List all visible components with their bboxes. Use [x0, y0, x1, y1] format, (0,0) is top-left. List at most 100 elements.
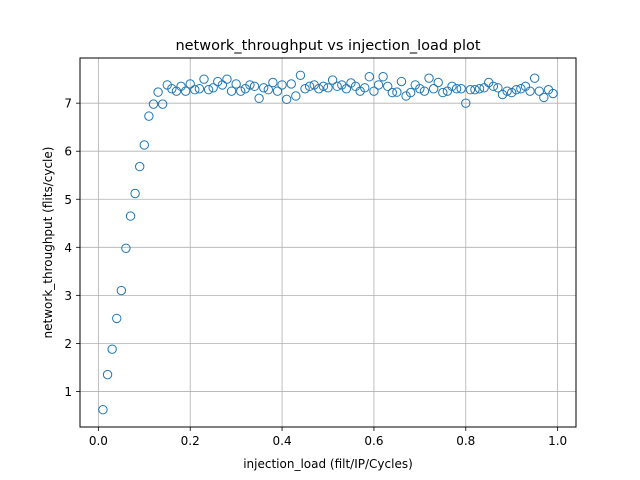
data-point [300, 84, 310, 94]
data-point [451, 84, 462, 94]
data-point [488, 81, 499, 92]
data-point [396, 76, 407, 87]
data-point [529, 73, 540, 83]
data-point [226, 86, 237, 96]
y-tick-label: 3 [64, 289, 72, 303]
data-point [144, 111, 154, 121]
data-point [217, 80, 228, 90]
y-tick-label: 2 [64, 337, 72, 351]
data-point [259, 83, 269, 93]
data-point [479, 83, 489, 93]
data-point [424, 73, 434, 83]
data-point [116, 285, 127, 296]
data-point [102, 369, 113, 380]
data-point [314, 84, 324, 94]
data-point [125, 211, 136, 221]
data-point [327, 75, 338, 85]
data-point [153, 87, 163, 97]
x-tick-label: 0.2 [181, 434, 200, 448]
data-point [135, 161, 145, 172]
data-point [415, 84, 425, 94]
data-point [507, 87, 517, 98]
x-tick-label: 0.8 [456, 434, 475, 448]
y-tick-label: 5 [64, 193, 72, 207]
data-point [428, 84, 439, 94]
data-point [121, 243, 131, 253]
data-point [461, 98, 471, 108]
data-point [511, 85, 521, 95]
y-axis-label: network_throughput (flits/cycle) [41, 147, 55, 339]
x-axis-ticks: 0.0 0.2 0.4 0.6 0.8 1.0 [89, 427, 567, 448]
data-point [332, 81, 342, 92]
data-point [539, 92, 549, 103]
data-point [387, 87, 397, 98]
grid-lines [80, 58, 576, 427]
data-point [383, 81, 393, 92]
data-point [291, 91, 301, 101]
x-tick-label: 0.0 [89, 434, 108, 448]
data-point [157, 99, 168, 109]
data-point [254, 93, 264, 104]
plot-area [80, 58, 576, 427]
data-point [360, 83, 370, 93]
data-point [281, 94, 292, 105]
data-point [295, 70, 306, 80]
data-point [272, 86, 283, 96]
data-point [405, 87, 416, 98]
y-tick-label: 7 [64, 97, 72, 111]
data-point [112, 313, 122, 324]
data-point [130, 188, 140, 199]
data-point [378, 72, 388, 82]
data-point [465, 85, 476, 95]
data-point [474, 84, 485, 94]
data-point [369, 86, 379, 96]
x-tick-label: 0.6 [364, 434, 383, 448]
data-point [516, 84, 526, 94]
x-axis-label: injection_load (filt/IP/Cycles) [243, 457, 413, 471]
data-point [231, 79, 241, 89]
data-point [318, 81, 329, 92]
data-point [373, 80, 384, 90]
data-points [98, 70, 558, 415]
data-point [548, 88, 558, 99]
data-point [208, 83, 218, 93]
data-point [364, 72, 375, 82]
data-point [433, 77, 443, 88]
data-point [534, 86, 544, 96]
chart-title: network_throughput vs injection_load plo… [175, 38, 480, 54]
data-point [268, 77, 278, 88]
data-point [98, 405, 108, 415]
y-tick-label: 1 [64, 385, 72, 399]
data-point [341, 84, 352, 94]
data-point [185, 79, 195, 89]
data-point [167, 84, 177, 94]
data-point [419, 86, 430, 96]
data-point [493, 83, 503, 93]
data-point [277, 80, 287, 90]
data-point [438, 87, 448, 98]
data-point [286, 79, 296, 89]
data-point [180, 86, 191, 96]
data-point [456, 84, 466, 94]
data-point [447, 81, 457, 92]
data-point [304, 81, 315, 92]
y-tick-label: 4 [64, 241, 72, 255]
data-point [139, 140, 149, 150]
data-point [199, 74, 209, 84]
x-tick-label: 0.4 [273, 434, 292, 448]
data-point [148, 99, 159, 109]
data-point [107, 344, 117, 354]
y-tick-label: 6 [64, 145, 72, 159]
data-point [194, 84, 205, 94]
data-point [203, 85, 214, 95]
data-point [502, 86, 512, 96]
data-point [222, 74, 232, 84]
data-point [190, 85, 200, 95]
data-point [525, 86, 535, 96]
data-point [263, 85, 273, 95]
data-point [236, 86, 246, 96]
data-point [323, 83, 333, 93]
data-point [249, 81, 260, 92]
y-axis-ticks: 1 2 3 4 5 6 7 [64, 97, 80, 399]
